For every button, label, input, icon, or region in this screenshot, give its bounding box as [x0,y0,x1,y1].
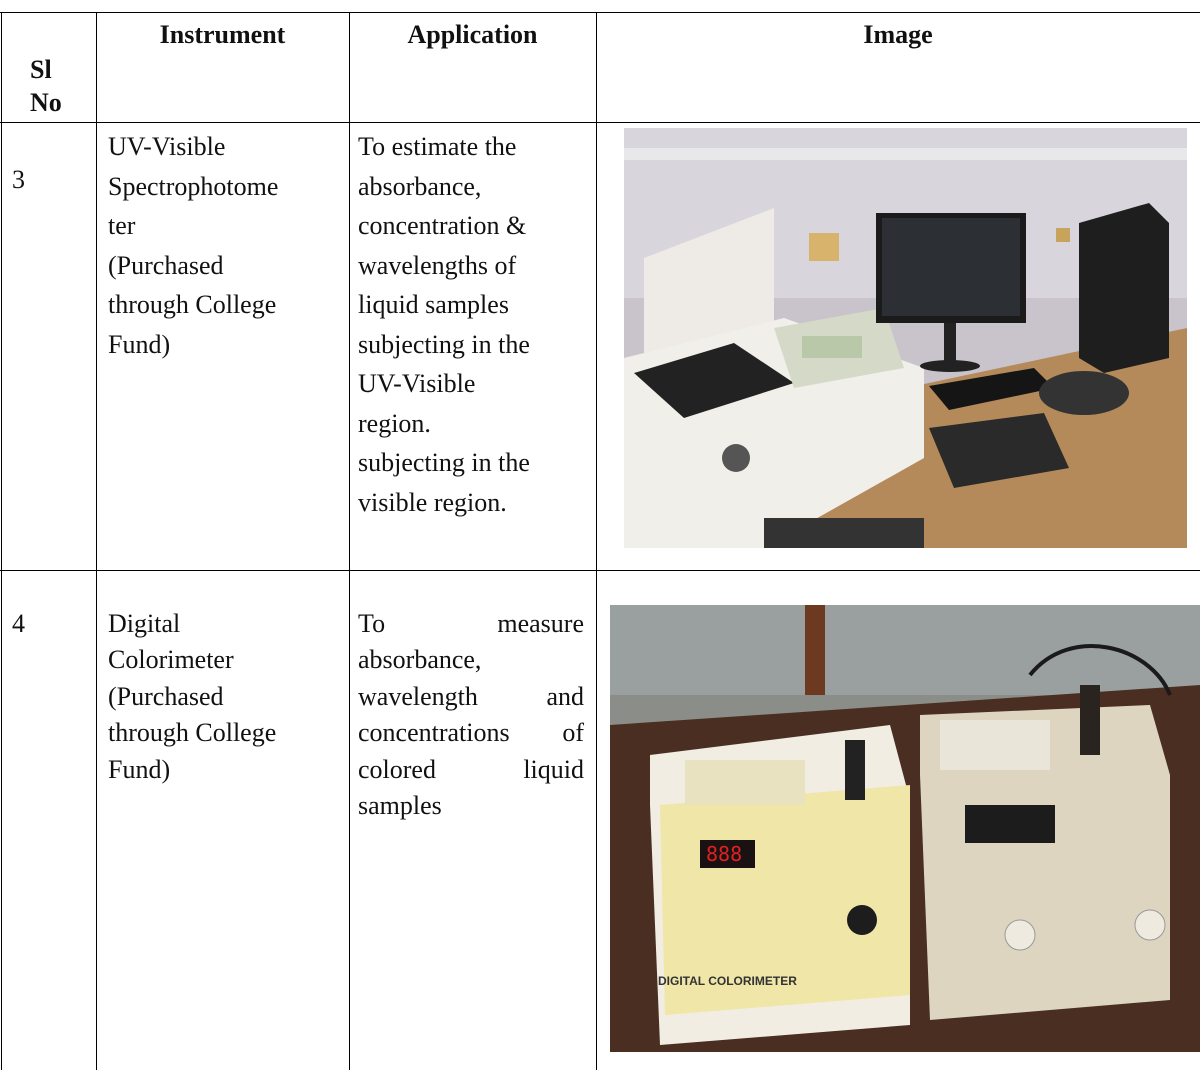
application-line: concentration & [358,211,527,240]
instrument-line: UV-Visible [108,132,226,161]
instrument-line: ter [108,211,136,240]
application-line: concentrations of [358,718,584,748]
svg-text:DIGITAL COLORIMETER: DIGITAL COLORIMETER [658,974,797,988]
header-cell: Application [407,20,538,49]
header-cell: Sl [30,55,52,84]
instrument-line: Colorimeter [108,645,234,675]
instrument-line: Fund) [108,329,171,359]
instrument-line: through College [108,718,277,748]
rule [96,12,97,1070]
application-line: liquid samples [358,290,509,319]
sl-no: 4 [12,609,25,638]
application-line: absorbance, [358,645,482,675]
instrument-line: Fund) [108,754,171,784]
svg-text:888: 888 [706,842,742,866]
header-cell: No [30,88,62,117]
application-line: colored liquid [358,754,584,784]
photo-spectrophotometer [624,128,1187,548]
rule [349,12,350,1070]
application-line: subjecting in the [358,329,530,359]
rule [596,12,597,1070]
instrument-line: Spectrophotome [108,171,279,201]
rule [0,570,1200,571]
header-cell: Instrument [159,20,286,49]
application-line: absorbance, [358,171,482,201]
photo-colorimeter: 888 DIGITAL COLORIMETER [610,605,1200,1052]
header-cell: Image [863,20,933,49]
application-line: region. [358,408,431,438]
instrument-line: through College [108,290,277,319]
application-line: wavelength and [358,681,584,711]
application-line: To estimate the [358,132,517,161]
instrument-line: (Purchased [108,250,224,280]
sl-no: 3 [12,165,25,194]
rule [0,12,1200,13]
instrument-line: Digital [108,609,181,638]
application-line: wavelengths of [358,250,517,280]
application-line: UV-Visible [358,369,476,398]
instrument-line: (Purchased [108,681,224,711]
rule [0,122,1200,123]
application-line: visible region. [358,487,507,517]
application-line: To measure [358,609,584,638]
application-line: subjecting in the [358,448,530,477]
application-line: samples [358,791,442,820]
rule [1,12,2,1070]
